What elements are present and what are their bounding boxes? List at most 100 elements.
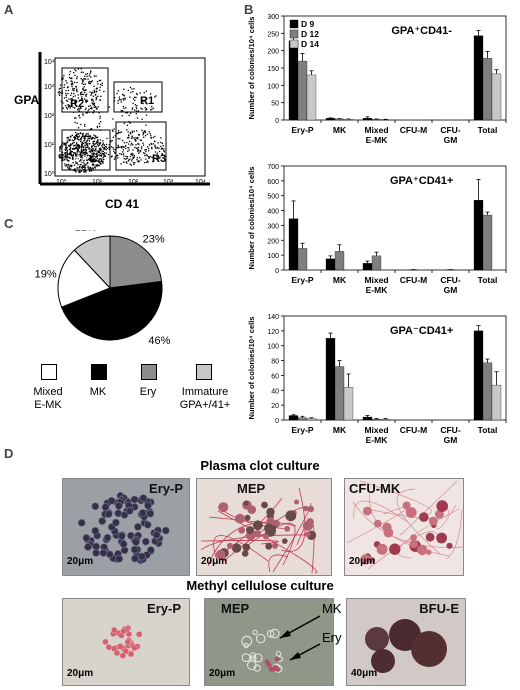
photo-label: Ery-P [147,601,181,616]
flow-event [65,148,68,150]
plasma-clot-title: Plasma clot culture [200,458,320,473]
flow-event [98,152,101,154]
flow-event [101,150,103,152]
flow-event [69,165,71,167]
flow-event [82,165,84,168]
flow-event [104,155,107,157]
cell [284,525,291,532]
cell [252,629,258,636]
flow-event [66,151,68,153]
flow-event [66,154,68,156]
photo-plasma-ery-p: Ery-P 20μm [62,478,190,576]
flow-event [66,159,68,161]
flow-event [82,146,84,148]
flow-event [99,117,101,119]
flow-event [84,171,86,173]
flow-event [137,149,139,152]
flow-event [100,158,102,160]
flow-event [93,158,95,160]
flow-event [81,93,83,96]
flow-event [81,91,83,93]
flow-event [82,135,84,137]
flow-event [79,99,82,101]
flow-event [161,153,163,156]
flow-event [76,91,78,93]
flow-event [146,154,148,157]
pie-slice [61,280,163,341]
flow-event [92,95,94,97]
flow-event [95,155,97,157]
flow-event [81,82,83,85]
cell [111,626,118,634]
flow-event [95,91,97,93]
pie-slice-label: 23% [143,234,165,246]
cell [131,554,139,563]
flow-event [65,143,67,145]
flow-event [74,138,76,141]
flow-event [131,131,134,134]
flow-event [141,146,143,148]
flow-event [151,156,153,159]
flow-event [92,163,94,165]
flow-event [95,75,97,77]
cell [405,507,417,518]
flow-event [146,160,149,162]
arrow-label-ery: Ery [322,630,342,645]
flow-event [89,73,91,75]
bar [400,419,409,420]
cell [124,638,132,646]
flow-event [148,131,150,133]
flow-event [125,111,127,114]
bar [371,419,382,421]
flow-event [59,146,61,148]
flow-event [122,93,124,95]
flow-event [97,139,99,141]
flow-event [98,112,100,114]
flow-event [100,95,102,97]
flow-event [68,163,70,166]
flow-event [96,144,99,146]
flow-event [160,145,162,148]
flow-event [91,163,94,165]
cell [419,512,429,522]
flow-event [97,95,99,98]
gate-label-r2: R2 [70,98,84,110]
flow-event [63,86,65,89]
flow-event [60,92,62,94]
cell [273,519,280,527]
flow-event [88,75,90,77]
flow-event [140,139,142,141]
flow-event [77,107,80,110]
flow-event [152,107,155,109]
flow-event [86,144,89,146]
flow-event [117,154,119,156]
fiber [200,534,312,551]
flow-event [59,155,61,157]
flow-event [103,155,105,158]
flow-event [84,125,86,127]
flow-event [91,160,93,162]
flow-event [78,171,80,173]
flow-event [82,142,84,145]
flow-event [79,167,81,169]
x-tick-label: CFU-M [400,425,427,435]
flow-event [148,157,150,159]
flow-event [89,168,91,170]
flow-event [123,161,125,163]
flow-event [86,161,88,164]
cell [238,526,246,534]
cell [246,526,254,535]
flow-event [74,74,76,76]
y-axis-label: Number of colonies/10⁴ cells [247,167,256,270]
bar [482,214,493,271]
flow-event [126,112,128,114]
flow-xtick-3: 10³ [163,179,174,186]
flow-event [85,99,87,102]
flow-event [154,147,157,149]
flow-event [71,84,73,86]
flow-event [94,160,97,162]
flow-event [79,104,81,106]
flow-event [126,129,128,131]
flow-event [88,147,90,149]
flow-event [80,154,82,156]
